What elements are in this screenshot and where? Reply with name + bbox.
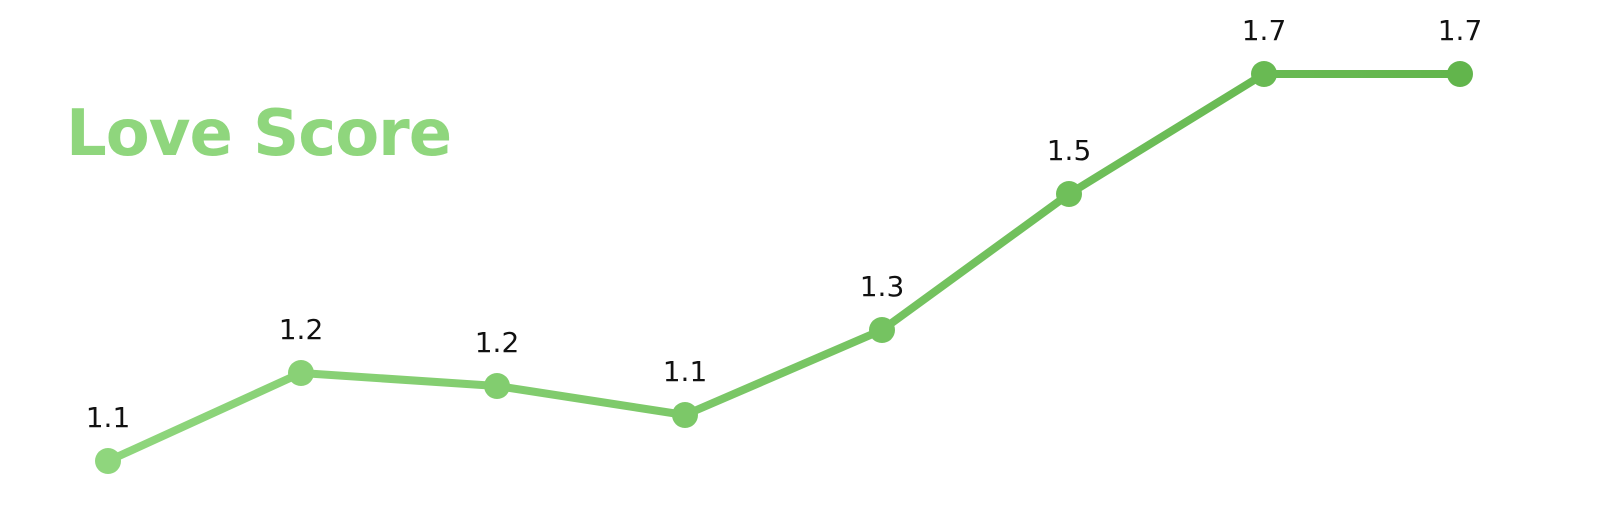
data-point <box>95 448 121 474</box>
data-label: 1.2 <box>279 313 324 346</box>
data-label: 1.3 <box>860 270 905 303</box>
data-point <box>1447 61 1473 87</box>
data-label: 1.2 <box>475 326 520 359</box>
data-label: 1.1 <box>663 355 708 388</box>
series-layer <box>104 70 1464 465</box>
data-point <box>869 317 895 343</box>
data-label: 1.7 <box>1242 14 1287 47</box>
data-point <box>1251 61 1277 87</box>
data-point <box>1056 181 1082 207</box>
data-point <box>484 373 510 399</box>
data-point <box>288 360 314 386</box>
point-layer <box>95 61 1473 474</box>
data-point <box>672 402 698 428</box>
chart-title: Love Score <box>66 97 451 171</box>
data-label: 1.5 <box>1047 134 1092 167</box>
data-label: 1.7 <box>1438 14 1483 47</box>
label-layer: 1.1 1.2 1.2 1.1 1.3 1.5 1.7 1.7 <box>86 14 1483 434</box>
series-line <box>104 70 1464 465</box>
data-label: 1.1 <box>86 401 131 434</box>
